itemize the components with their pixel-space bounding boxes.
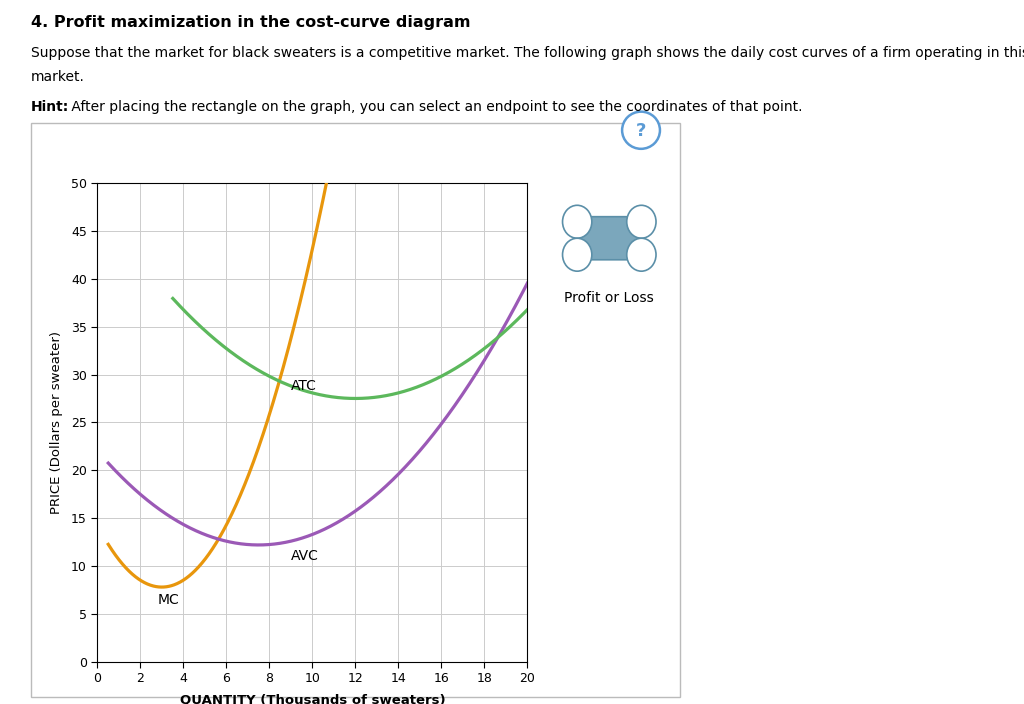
- Text: After placing the rectangle on the graph, you can select an endpoint to see the : After placing the rectangle on the graph…: [67, 100, 802, 114]
- Circle shape: [623, 112, 659, 149]
- Circle shape: [562, 238, 592, 271]
- Text: 4. Profit maximization in the cost-curve diagram: 4. Profit maximization in the cost-curve…: [31, 15, 470, 30]
- X-axis label: QUANTITY (Thousands of sweaters): QUANTITY (Thousands of sweaters): [179, 693, 445, 704]
- FancyBboxPatch shape: [574, 217, 644, 260]
- Text: Profit or Loss: Profit or Loss: [564, 291, 654, 305]
- Text: Suppose that the market for black sweaters is a competitive market. The followin: Suppose that the market for black sweate…: [31, 46, 1024, 60]
- Y-axis label: PRICE (Dollars per sweater): PRICE (Dollars per sweater): [49, 331, 62, 514]
- Text: ?: ?: [636, 122, 646, 140]
- Text: Hint:: Hint:: [31, 100, 69, 114]
- Circle shape: [627, 238, 656, 271]
- Text: MC: MC: [158, 593, 179, 607]
- Circle shape: [627, 206, 656, 238]
- Text: ATC: ATC: [291, 379, 316, 394]
- Text: market.: market.: [31, 70, 85, 84]
- Text: AVC: AVC: [291, 549, 318, 562]
- Circle shape: [562, 206, 592, 238]
